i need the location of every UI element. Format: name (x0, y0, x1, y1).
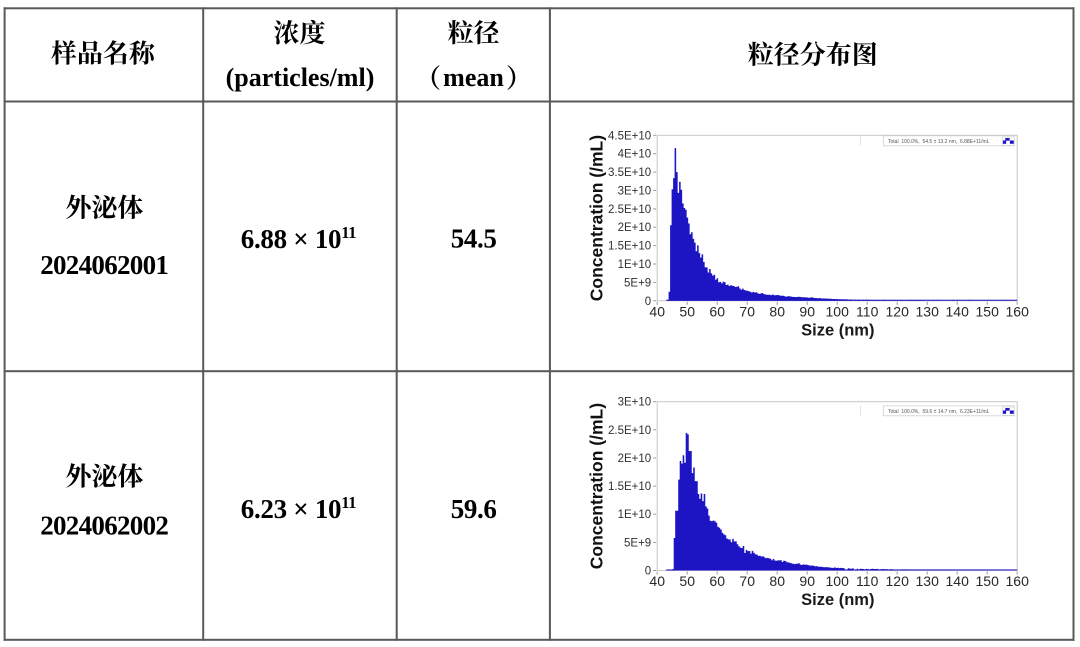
svg-text:59.6: 59.6 (451, 494, 497, 524)
svg-text:160: 160 (1006, 303, 1030, 319)
svg-text:2024062001: 2024062001 (40, 250, 168, 280)
svg-text:90: 90 (799, 303, 815, 319)
svg-text:70: 70 (739, 573, 755, 589)
svg-text:70: 70 (739, 303, 755, 319)
svg-text:110: 110 (856, 573, 879, 589)
svg-text:140: 140 (946, 303, 970, 319)
svg-text:2.5E+10: 2.5E+10 (608, 204, 651, 216)
svg-text:4.5E+10: 4.5E+10 (608, 130, 651, 142)
svg-text:5E+9: 5E+9 (624, 537, 651, 549)
svg-text:110: 110 (856, 303, 879, 319)
svg-text:3.5E+10: 3.5E+10 (608, 167, 651, 179)
svg-text:1E+10: 1E+10 (618, 509, 652, 521)
svg-text:6.23 × 1011: 6.23 × 1011 (241, 493, 356, 524)
svg-text:40: 40 (649, 303, 665, 319)
svg-text:mean: mean (443, 63, 504, 92)
svg-text:60: 60 (709, 573, 725, 589)
svg-text:90: 90 (799, 573, 815, 589)
svg-text:0: 0 (645, 566, 651, 578)
svg-text:Concentration (/mL): Concentration (/mL) (587, 403, 607, 569)
svg-text:50: 50 (679, 303, 695, 319)
svg-text:Total 100.0%, 59.6 ± 14.7 nm: Total 100.0%, 59.6 ± 14.7 nm, 6.23E+11/m… (888, 409, 990, 415)
svg-text:140: 140 (946, 573, 970, 589)
svg-text:Size (nm): Size (nm) (801, 591, 874, 609)
svg-text:0: 0 (645, 296, 651, 308)
svg-text:100: 100 (826, 303, 850, 319)
svg-text:130: 130 (916, 573, 940, 589)
svg-text:Total 100.0%, 54.5 ± 13.2 nm: Total 100.0%, 54.5 ± 13.2 nm, 6.88E+11/m… (888, 139, 990, 145)
svg-text:1.5E+10: 1.5E+10 (608, 481, 651, 493)
svg-text:Concentration (/mL): Concentration (/mL) (587, 135, 607, 301)
svg-text:150: 150 (976, 573, 1000, 589)
svg-text:50: 50 (679, 573, 695, 589)
svg-text:2E+10: 2E+10 (618, 453, 652, 465)
svg-text:100: 100 (826, 573, 850, 589)
svg-text:2.5E+10: 2.5E+10 (608, 425, 651, 437)
svg-text:2024062002: 2024062002 (40, 510, 168, 540)
svg-text:6.88 × 1011: 6.88 × 1011 (241, 223, 356, 254)
svg-text:120: 120 (886, 573, 910, 589)
svg-text:3E+10: 3E+10 (618, 186, 652, 198)
svg-text:150: 150 (976, 303, 1000, 319)
svg-text:60: 60 (709, 303, 725, 319)
svg-text:(particles/ml): (particles/ml) (226, 63, 375, 92)
svg-text:130: 130 (916, 303, 940, 319)
svg-text:120: 120 (886, 303, 910, 319)
svg-text:1.5E+10: 1.5E+10 (608, 241, 651, 253)
svg-text:54.5: 54.5 (451, 224, 497, 254)
svg-text:80: 80 (769, 303, 785, 319)
svg-text:160: 160 (1006, 573, 1030, 589)
svg-text:40: 40 (649, 573, 665, 589)
svg-text:1E+10: 1E+10 (618, 259, 652, 271)
svg-text:4E+10: 4E+10 (618, 149, 652, 161)
svg-text:3E+10: 3E+10 (618, 397, 652, 409)
svg-text:5E+9: 5E+9 (624, 277, 651, 289)
svg-text:2E+10: 2E+10 (618, 222, 652, 234)
svg-text:Size (nm): Size (nm) (801, 322, 874, 340)
svg-text:80: 80 (769, 573, 785, 589)
